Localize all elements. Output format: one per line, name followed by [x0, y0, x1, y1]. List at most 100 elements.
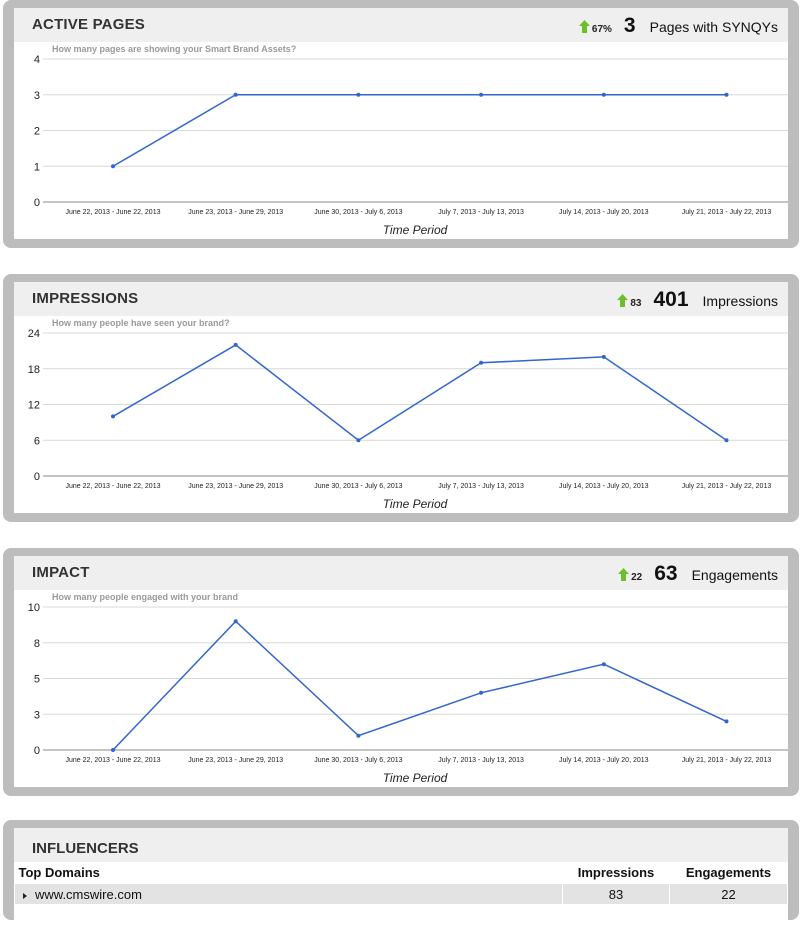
x-tick-label: June 22, 2013 - June 22, 2013 [66, 757, 161, 764]
metric-value: 401 [653, 288, 689, 311]
data-point [724, 438, 729, 443]
y-tick-label: 0 [34, 471, 40, 483]
data-point [601, 662, 606, 667]
chart-question: How many people engaged with your brand [52, 592, 238, 602]
impressions-header: IMPRESSIONS 83 401 Impressions [14, 282, 788, 316]
up-arrow-icon [578, 20, 590, 33]
data-point [724, 719, 729, 724]
y-tick-label: 12 [28, 400, 40, 412]
data-point [479, 92, 484, 97]
influencers-table: Top Domains Impressions Engagements www.… [14, 862, 788, 905]
y-tick-label: 8 [34, 638, 40, 650]
y-tick-label: 3 [34, 709, 40, 721]
y-tick-label: 4 [34, 54, 40, 66]
impressions-card: IMPRESSIONS 83 401 Impressions How many … [14, 282, 788, 513]
metric-summary: 67% 3 Pages with SYNQYs [578, 14, 778, 38]
x-tick-label: June 22, 2013 - June 22, 2013 [66, 209, 161, 216]
data-point [356, 733, 361, 738]
y-tick-label: 0 [34, 197, 40, 209]
metric-value: 63 [654, 562, 678, 585]
data-point [356, 92, 361, 97]
data-point [479, 690, 484, 695]
data-point [479, 360, 484, 365]
data-point [233, 342, 238, 347]
change-value: 67% [591, 24, 612, 35]
series-line [112, 94, 727, 167]
data-point [601, 92, 606, 97]
active-pages-card: ACTIVE PAGES 67% 3 Pages with SYNQYs How… [14, 8, 788, 239]
panel-title: ACTIVE PAGES [32, 16, 145, 33]
metric-label: Engagements [691, 567, 778, 583]
x-tick-label: July 14, 2013 - July 20, 2013 [559, 209, 649, 216]
column-header-impressions: Impressions [562, 862, 670, 884]
panel-title: IMPACT [32, 564, 90, 581]
impact-chart: How many people engaged with your brand 0… [28, 592, 788, 785]
data-point [111, 164, 115, 169]
chart-question: How many pages are showing your Smart Br… [52, 44, 296, 54]
influencers-panel: INFLUENCERS Top Domains Impressions Enga… [3, 820, 799, 940]
metric-label: Impressions [702, 293, 778, 309]
metric-summary: 83 401 Impressions [617, 288, 778, 312]
y-tick-label: 5 [34, 674, 40, 686]
impact-panel: IMPACT 22 63 Engagements How many people… [3, 548, 799, 796]
x-tick-label: July 7, 2013 - July 13, 2013 [438, 757, 524, 764]
engagements-cell: 22 [669, 883, 788, 905]
x-tick-label: July 21, 2013 - July 22, 2013 [682, 757, 772, 764]
metric-summary: 22 63 Engagements [618, 562, 778, 586]
metric-label: Pages with SYNQYs [649, 19, 778, 35]
y-tick-label: 1 [34, 161, 40, 173]
y-tick-label: 6 [34, 435, 40, 447]
data-point [111, 748, 115, 752]
impressions-chart: How many people have seen your brand? 0 6 1… [28, 318, 788, 511]
x-tick-label: June 23, 2013 - June 29, 2013 [188, 209, 283, 216]
data-point [601, 354, 606, 359]
x-tick-label: June 23, 2013 - June 29, 2013 [188, 483, 283, 490]
x-tick-label: July 14, 2013 - July 20, 2013 [559, 483, 649, 490]
active-pages-panel: ACTIVE PAGES 67% 3 Pages with SYNQYs How… [3, 0, 799, 248]
y-tick-label: 10 [28, 602, 40, 614]
x-tick-label: July 21, 2013 - July 22, 2013 [682, 209, 772, 216]
table-row[interactable]: www.cmswire.com 83 22 [14, 883, 788, 905]
change-value: 83 [630, 298, 642, 309]
impressions-panel: IMPRESSIONS 83 401 Impressions How many … [3, 274, 799, 522]
x-tick-label: July 14, 2013 - July 20, 2013 [559, 757, 649, 764]
active-pages-chart: How many pages are showing your Smart Br… [34, 44, 788, 237]
x-tick-label: June 23, 2013 - June 29, 2013 [188, 757, 283, 764]
x-tick-label: July 7, 2013 - July 13, 2013 [438, 483, 524, 490]
active-pages-header: ACTIVE PAGES 67% 3 Pages with SYNQYs [14, 8, 788, 42]
influencers-card: INFLUENCERS Top Domains Impressions Enga… [14, 828, 788, 940]
table-header-row: Top Domains Impressions Engagements [14, 862, 788, 884]
x-tick-label: June 30, 2013 - July 6, 2013 [314, 757, 402, 764]
y-tick-label: 18 [28, 364, 40, 376]
expand-arrow-icon[interactable] [23, 892, 27, 899]
data-point [356, 438, 361, 443]
impact-card: IMPACT 22 63 Engagements How many people… [14, 556, 788, 787]
data-point [233, 92, 238, 97]
impressions-cell: 83 [561, 883, 671, 905]
series-line [112, 344, 727, 442]
y-tick-label: 3 [34, 90, 40, 102]
y-tick-label: 2 [34, 126, 40, 138]
data-point [724, 92, 729, 97]
domain-cell[interactable]: www.cmswire.com [14, 883, 563, 905]
x-axis-label: Time Period [383, 497, 448, 511]
up-arrow-icon [617, 294, 629, 307]
series-line [112, 620, 727, 751]
chart-question: How many people have seen your brand? [52, 318, 230, 328]
y-tick-label: 24 [28, 328, 40, 340]
x-tick-label: July 7, 2013 - July 13, 2013 [438, 209, 524, 216]
change-value: 22 [631, 572, 643, 583]
x-tick-label: June 22, 2013 - June 22, 2013 [66, 483, 161, 490]
data-point [233, 619, 238, 624]
panel-title: IMPRESSIONS [32, 290, 139, 307]
x-axis-label: Time Period [383, 223, 448, 237]
impact-header: IMPACT 22 63 Engagements [14, 556, 788, 590]
column-header-domains: Top Domains [14, 862, 563, 884]
x-axis-label: Time Period [383, 771, 448, 785]
panel-title: INFLUENCERS [32, 840, 139, 857]
column-header-engagements: Engagements [669, 862, 788, 884]
x-tick-label: July 21, 2013 - July 22, 2013 [682, 483, 772, 490]
influencers-header: INFLUENCERS [14, 828, 788, 862]
domain-name: www.cmswire.com [35, 886, 142, 902]
up-arrow-icon [618, 568, 630, 581]
